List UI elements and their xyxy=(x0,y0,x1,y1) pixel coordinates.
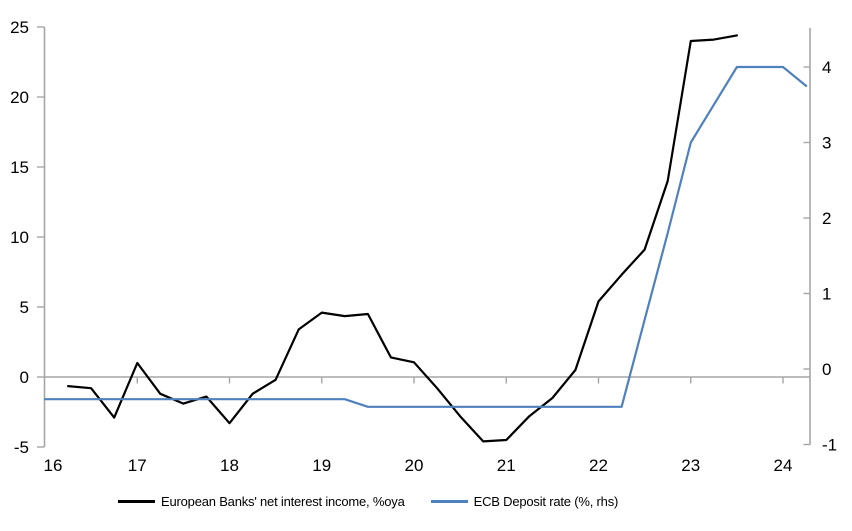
x-tick-label: 19 xyxy=(312,456,331,475)
x-tick-label: 20 xyxy=(405,456,424,475)
x-tick-label: 24 xyxy=(774,456,793,475)
left-y-tick-label: 20 xyxy=(10,88,29,107)
legend-label-ecb-deposit-rate: ECB Deposit rate (%, rhs) xyxy=(473,493,619,509)
legend-item-ecb-deposit-rate: ECB Deposit rate (%, rhs) xyxy=(430,493,619,509)
right-y-tick-label: 1 xyxy=(822,285,831,304)
left-y-tick-label: 0 xyxy=(20,368,29,387)
x-tick-label: 22 xyxy=(589,456,608,475)
ecb-deposit-rate-line xyxy=(43,65,808,408)
right-y-tick-label: 2 xyxy=(822,209,831,228)
x-tick-label: 18 xyxy=(220,456,239,475)
x-tick-label: 16 xyxy=(44,456,63,475)
left-y-tick-label: -5 xyxy=(14,438,29,457)
legend-item-net-interest-income: European Banks' net interest income, %oy… xyxy=(118,494,405,509)
blue-line-swatch xyxy=(430,499,468,503)
legend: European Banks' net interest income, %oy… xyxy=(118,492,618,510)
left-y-tick-label: 25 xyxy=(10,18,29,37)
x-tick-label: 21 xyxy=(497,456,516,475)
right-y-tick-label: 4 xyxy=(822,58,831,77)
right-y-tick-label: -1 xyxy=(822,436,837,455)
left-y-tick-label: 10 xyxy=(10,228,29,247)
black-line-swatch xyxy=(118,499,155,503)
x-tick-label: 23 xyxy=(681,456,700,475)
legend-label-net-interest-income: European Banks' net interest income, %oy… xyxy=(161,493,405,509)
right-y-tick-label: 0 xyxy=(822,360,831,379)
left-y-tick-label: 15 xyxy=(10,158,29,177)
left-y-tick-label: 5 xyxy=(20,298,29,317)
x-tick-label: 17 xyxy=(128,456,147,475)
right-y-tick-label: 3 xyxy=(822,134,831,153)
net-interest-income-line xyxy=(66,34,739,443)
